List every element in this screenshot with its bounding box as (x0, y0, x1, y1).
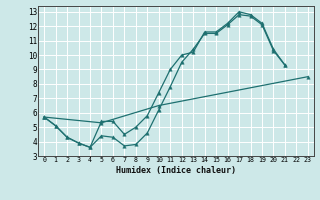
X-axis label: Humidex (Indice chaleur): Humidex (Indice chaleur) (116, 166, 236, 175)
